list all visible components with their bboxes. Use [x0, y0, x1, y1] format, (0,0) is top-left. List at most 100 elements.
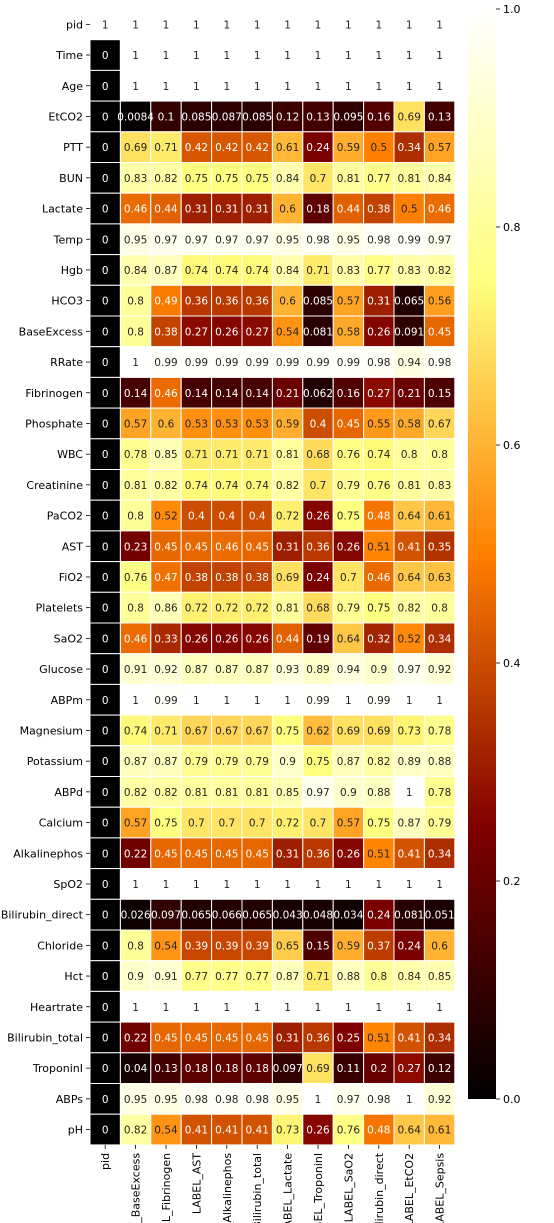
- cell-value-label: 0.79: [337, 603, 360, 615]
- cell-value-label: 0.88: [367, 787, 390, 799]
- cell-value-label: 1: [345, 879, 352, 891]
- cell-value-label: 0: [102, 756, 109, 768]
- cell-value-label: 0.91: [124, 664, 147, 676]
- cell-value-label: 1: [315, 879, 322, 891]
- cell-value-label: 0.83: [124, 173, 147, 185]
- cell-value-label: 0.18: [246, 1063, 269, 1075]
- cell-value-label: 0.65: [276, 940, 299, 952]
- cell-value-label: 0.97: [398, 664, 421, 676]
- cell-value-label: 0.87: [276, 971, 299, 983]
- y-tick-label: AST: [62, 540, 84, 553]
- x-tick-label: LABEL_SaO2: [342, 1153, 355, 1222]
- cell-value-label: 0.71: [306, 971, 329, 983]
- cell-value-label: 0.065: [181, 910, 211, 922]
- cell-value-label: 0.45: [246, 1032, 269, 1044]
- cell-value-label: 1: [345, 81, 352, 93]
- y-tick-label: Time: [55, 49, 83, 62]
- cell-value-label: 0.7: [310, 480, 327, 492]
- cell-value-label: 0.35: [428, 541, 451, 553]
- cell-value-label: 0.99: [246, 357, 269, 369]
- cell-value-label: 0.74: [367, 449, 391, 461]
- cell-value-label: 0.27: [367, 388, 390, 400]
- cell-value-label: 0.76: [337, 1125, 361, 1137]
- cell-value-label: 0.75: [215, 173, 238, 185]
- y-tick-label: ABPm: [51, 694, 83, 707]
- cell-value-label: 0.48: [367, 511, 390, 523]
- cell-value-label: 0.18: [185, 1063, 208, 1075]
- cell-value-label: 0.81: [124, 480, 147, 492]
- cell-value-label: 0.64: [337, 633, 361, 645]
- cell-value-label: 0.81: [276, 603, 299, 615]
- cell-value-label: 0.22: [124, 1032, 147, 1044]
- cell-value-label: 0.04: [124, 1063, 148, 1075]
- cell-value-label: 0.82: [398, 603, 421, 615]
- cell-value-label: 0.87: [215, 664, 238, 676]
- cell-value-label: 1: [132, 879, 139, 891]
- cell-value-label: 0: [102, 1094, 109, 1106]
- cell-value-label: 1: [163, 50, 170, 62]
- cell-value-label: 1: [436, 19, 443, 31]
- cell-value-label: 0.87: [154, 265, 177, 277]
- cell-value-label: 0: [102, 204, 109, 216]
- cell-value-label: 0.88: [337, 971, 360, 983]
- cell-value-label: 1: [345, 50, 352, 62]
- cell-value-label: 1: [406, 50, 413, 62]
- cell-value-label: 0.82: [124, 1125, 147, 1137]
- cell-value-label: 0.24: [398, 940, 422, 952]
- cell-value-label: 1: [193, 695, 200, 707]
- cell-value-label: 0.31: [215, 204, 238, 216]
- y-tick-label: Fibrinogen: [25, 387, 83, 400]
- cell-value-label: 0.36: [306, 1032, 330, 1044]
- cell-value-label: 0.97: [337, 1094, 360, 1106]
- cell-value-label: 1: [132, 19, 139, 31]
- x-tick-label: LABEL_Alkalinephos: [221, 1153, 234, 1223]
- cell-value-label: 0: [102, 910, 109, 922]
- cell-value-label: 1: [284, 81, 291, 93]
- colorbar-tick-label: 0.6: [503, 439, 521, 452]
- cell-value-label: 0.83: [428, 480, 451, 492]
- x-tick-label: LABEL_AST: [190, 1153, 203, 1215]
- cell-value-label: 0.97: [306, 787, 329, 799]
- cell-value-label: 0: [102, 388, 109, 400]
- cell-value-label: 0.13: [306, 111, 329, 123]
- cell-value-label: 0.78: [124, 449, 147, 461]
- x-tick-label: LABEL_Sepsis: [434, 1153, 447, 1223]
- cell-value-label: 0.45: [246, 848, 269, 860]
- cell-value-label: 0.5: [370, 142, 387, 154]
- x-tick-label: LABEL_Lactate: [282, 1153, 295, 1223]
- cell-value-label: 0.51: [367, 541, 390, 553]
- cell-value-label: 0.6: [158, 418, 175, 430]
- cell-value-label: 1: [254, 879, 261, 891]
- cell-value-label: 0: [102, 848, 109, 860]
- cell-value-label: 0.31: [276, 848, 299, 860]
- cell-value-label: 0.76: [367, 480, 391, 492]
- cell-value-label: 0.1: [158, 111, 175, 123]
- cell-value-label: 0.33: [154, 633, 177, 645]
- cell-value-label: 0.18: [306, 204, 329, 216]
- cell-value-label: 0.98: [246, 1094, 269, 1106]
- cell-value-label: 0.15: [428, 388, 451, 400]
- cell-value-label: 0.45: [337, 418, 360, 430]
- cell-value-label: 0.36: [306, 848, 330, 860]
- cell-value-label: 0.97: [428, 234, 451, 246]
- cell-value-label: 0: [102, 541, 109, 553]
- cell-value-label: 0.99: [367, 695, 390, 707]
- x-tick-label: LABEL_BaseExcess: [130, 1153, 143, 1223]
- cell-value-label: 1: [436, 81, 443, 93]
- cell-value-label: 0.81: [276, 449, 299, 461]
- cell-value-label: 0.64: [398, 511, 422, 523]
- y-tick-label: EtCO2: [48, 110, 83, 123]
- cell-value-label: 0.085: [303, 296, 333, 308]
- cell-value-label: 0.72: [276, 511, 299, 523]
- y-tick-label: ABPs: [56, 1093, 84, 1106]
- cell-value-label: 0.16: [367, 111, 391, 123]
- y-tick-label: BUN: [59, 172, 83, 185]
- y-tick-label: PaCO2: [47, 510, 83, 523]
- cell-value-label: 0.72: [276, 818, 299, 830]
- cell-value-label: 0.8: [127, 296, 144, 308]
- cell-value-label: 0.45: [215, 848, 238, 860]
- cell-value-label: 1: [163, 19, 170, 31]
- cell-value-label: 1: [193, 1002, 200, 1014]
- cell-value-label: 0.77: [367, 265, 390, 277]
- cell-value-label: 0.16: [337, 388, 361, 400]
